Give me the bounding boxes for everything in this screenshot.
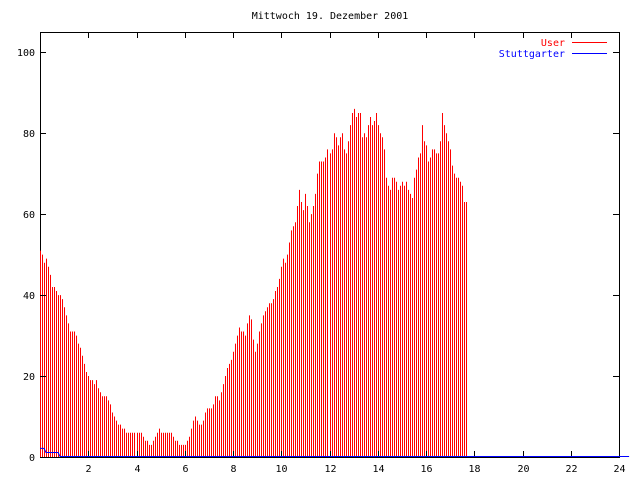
- x-tick-label: 6: [182, 464, 188, 475]
- x-tick-label: 10: [275, 464, 287, 475]
- x-tick-label: 16: [420, 464, 432, 475]
- x-tick-label: 18: [468, 464, 480, 475]
- x-tick-label: 4: [134, 464, 140, 475]
- x-tick-label: 20: [517, 464, 529, 475]
- y-tick-label: 80: [23, 129, 35, 140]
- y-tick-label: 100: [17, 48, 35, 59]
- y-tick-label: 60: [23, 210, 35, 221]
- y-tick-label: 0: [29, 453, 35, 464]
- x-tick-label: 24: [613, 464, 625, 475]
- x-tick-label: 2: [85, 464, 91, 475]
- user-series-bars: [40, 108, 467, 457]
- stuttgarter-series-line: [40, 447, 630, 457]
- x-tick-label: 8: [230, 464, 236, 475]
- legend-label-stuttgarter: Stuttgarter: [499, 49, 565, 60]
- legend-label-user: User: [541, 38, 565, 49]
- legend: User Stuttgarter: [499, 38, 607, 60]
- y-tick-label: 40: [23, 291, 35, 302]
- y-tick-label: 20: [23, 372, 35, 383]
- x-tick-label: 12: [324, 464, 336, 475]
- x-tick-label: 22: [565, 464, 577, 475]
- x-tick-label: 14: [372, 464, 384, 475]
- chart-title: Mittwoch 19. Dezember 2001: [252, 11, 409, 22]
